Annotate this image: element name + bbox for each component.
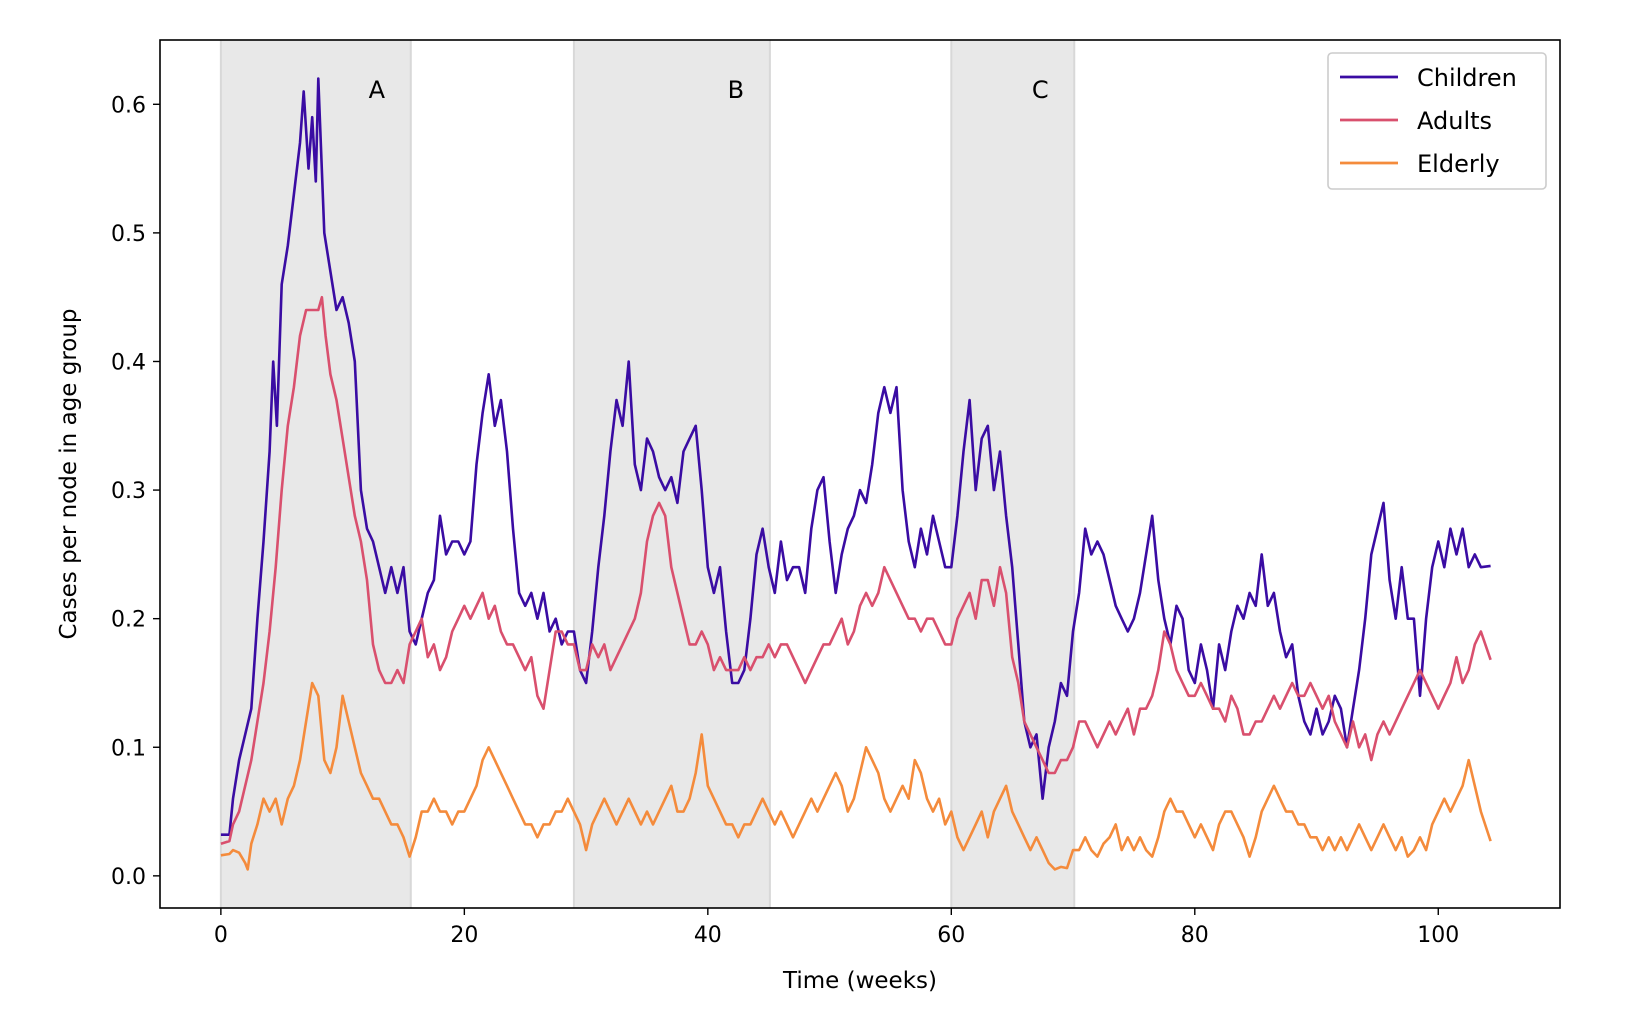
series-line-children (220, 77, 1491, 836)
legend-label-adults: Adults (1417, 107, 1492, 135)
legend-box (1327, 52, 1547, 190)
y-tick-label: 0.3 (111, 479, 146, 504)
shaded-regions: A B C (219, 40, 1076, 908)
y-axis: 0.0 0.1 0.2 0.3 0.4 0.5 0.6 (111, 93, 160, 890)
series-line-adults (220, 295, 1492, 845)
y-axis-label: Cases per node in age group (56, 308, 82, 639)
x-tick-label: 80 (1181, 923, 1209, 948)
series-lines (220, 77, 1492, 871)
x-tick-label: 60 (937, 923, 965, 948)
y-tick-label: 0.5 (111, 222, 146, 247)
legend-label-children: Children (1417, 64, 1517, 92)
y-tick-label: 0.0 (111, 865, 146, 890)
y-tick-label: 0.1 (111, 736, 146, 761)
x-tick-label: 20 (450, 923, 478, 948)
series-line-elderly (220, 681, 1492, 871)
legend: Children Adults Elderly (1327, 52, 1547, 190)
shaded-region-a (220, 40, 411, 908)
shaded-region-c (951, 40, 1075, 908)
x-tick-label: 40 (694, 923, 722, 948)
legend-label-elderly: Elderly (1417, 150, 1500, 178)
region-label-b: B (728, 76, 744, 104)
y-tick-label: 0.4 (111, 350, 146, 375)
region-label-a: A (369, 76, 386, 104)
y-tick-label: 0.6 (111, 93, 146, 118)
region-label-c: C (1032, 76, 1049, 104)
x-axis-label: Time (weeks) (782, 968, 937, 994)
shaded-region-b (573, 40, 770, 908)
plot-frame (159, 39, 1561, 909)
x-axis: 0 20 40 60 80 100 (214, 908, 1459, 948)
x-tick-label: 100 (1417, 923, 1459, 948)
y-tick-label: 0.2 (111, 608, 146, 633)
x-tick-label: 0 (214, 923, 228, 948)
